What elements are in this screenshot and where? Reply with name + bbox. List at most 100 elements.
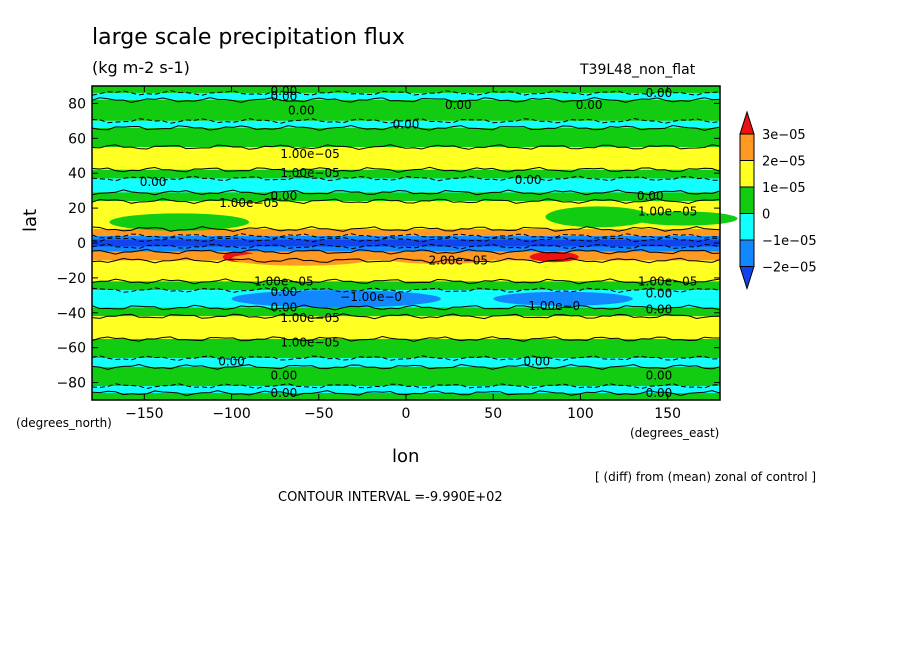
legend-swatch xyxy=(739,160,755,188)
legend-label: 3e−05 xyxy=(762,128,806,143)
contour-label: 0.00 xyxy=(271,189,298,203)
zonal-band xyxy=(92,307,720,317)
contour-label: 0.00 xyxy=(646,369,673,383)
x-axis-unit: (degrees_east) xyxy=(630,426,720,440)
contour-label: 0.00 xyxy=(271,285,298,299)
x-tick-label: 50 xyxy=(484,406,502,422)
contour-label: 0.00 xyxy=(646,302,673,316)
contour-labels: 0.000.000.00 0.00 0.000.000.001.00e−051.00… xyxy=(140,84,698,400)
contour-line xyxy=(91,124,721,131)
anomaly-patch xyxy=(109,213,249,231)
legend-swatch xyxy=(739,266,755,291)
contour-line xyxy=(91,166,721,173)
contour-line xyxy=(91,383,721,390)
y-tick-label: 0 xyxy=(77,236,86,252)
anomaly-patch xyxy=(231,290,441,308)
contour-label: 0.00 xyxy=(576,98,603,112)
y-tick-label: −40 xyxy=(56,306,86,322)
legend-swatch xyxy=(739,213,755,241)
y-tick-label: −20 xyxy=(56,271,86,287)
contour-line xyxy=(91,175,721,182)
zonal-band xyxy=(92,246,720,252)
legend-swatch xyxy=(739,133,755,161)
contour-label: 1.00e−05 xyxy=(280,311,339,325)
contour-label: 0.00 xyxy=(218,355,245,369)
contour-line xyxy=(91,335,721,342)
contour-line xyxy=(91,198,721,205)
contour-label: 0.00 xyxy=(646,86,673,100)
y-axis-unit: (degrees_north) xyxy=(16,416,112,430)
zonal-band xyxy=(92,169,720,179)
x-tick-label: −150 xyxy=(125,406,163,422)
zonal-band xyxy=(92,316,720,339)
zonal-band xyxy=(92,260,720,282)
anomaly-patch xyxy=(388,253,494,264)
contour-line xyxy=(91,243,721,250)
x-tick-label: 150 xyxy=(654,406,681,422)
zonal-band xyxy=(92,281,720,291)
contour-label: 1.00e−05 xyxy=(219,196,278,210)
anomaly-patch xyxy=(632,211,738,226)
contour-line xyxy=(91,248,721,255)
legend-swatch xyxy=(739,110,755,135)
contour-line xyxy=(91,278,721,285)
contour-label: 1.00e−05 xyxy=(638,205,697,219)
anomaly-patch xyxy=(545,206,651,228)
contour-label: 0.00 xyxy=(637,189,664,203)
y-tick-label: 60 xyxy=(68,131,86,147)
zonal-band xyxy=(92,386,720,394)
contour-line xyxy=(91,257,721,264)
legend-label: 0 xyxy=(762,208,770,223)
contour-line xyxy=(91,89,721,96)
contour-label: 0.00 xyxy=(515,173,542,187)
y-tick-label: 80 xyxy=(68,96,86,112)
contour-line xyxy=(91,287,721,294)
legend-label: 1e−05 xyxy=(762,181,806,196)
contour-label: 1.00e−05 xyxy=(280,335,339,349)
contour-label: 1.00e−05 xyxy=(280,166,339,180)
y-tick-label: −60 xyxy=(56,341,86,357)
contour-label: 1.00e−05 xyxy=(638,274,697,288)
contour-label: 0.00 xyxy=(393,117,420,131)
contour-label: 0.00 xyxy=(523,355,550,369)
x-tick-label: 100 xyxy=(567,406,594,422)
zonal-band xyxy=(92,147,720,170)
zonal-band xyxy=(92,366,720,387)
contour-label: 0.00 xyxy=(271,84,298,98)
contour-line xyxy=(91,189,721,196)
legend-label: 2e−05 xyxy=(762,155,806,170)
contour-label: 0.00 xyxy=(271,369,298,383)
anomaly-patch xyxy=(493,291,633,306)
chart-units: (kg m-2 s-1) xyxy=(92,58,190,77)
legend-label: −2e−05 xyxy=(762,261,817,276)
contour-label: 0.00 xyxy=(271,89,298,103)
contour-label: 0.00 xyxy=(445,98,472,112)
y-tick-label: 20 xyxy=(68,201,86,217)
x-tick-label: −50 xyxy=(304,406,334,422)
zonal-band xyxy=(92,127,720,148)
contour-label: 0.00 xyxy=(271,386,298,400)
contour-label: 2.00e−05 xyxy=(429,253,488,267)
zonal-band xyxy=(92,229,720,237)
zonal-band xyxy=(92,358,720,367)
x-axis-label: lon xyxy=(392,446,420,467)
contour-label: 1.00e−05 xyxy=(280,147,339,161)
contour-label: 0.00 xyxy=(271,301,298,315)
contour-label: 0.00 xyxy=(288,103,315,117)
plot-area xyxy=(92,86,738,400)
run-name: T39L48_non_flat xyxy=(580,62,696,78)
legend-label: −1e−05 xyxy=(762,234,817,249)
chart-title: large scale precipitation flux xyxy=(92,25,405,50)
zonal-band xyxy=(92,120,720,128)
zonal-band xyxy=(92,338,720,359)
contour-label: −1.00e−0 xyxy=(340,290,402,304)
contour-label: 1.00e−0 xyxy=(528,299,580,313)
contour-line xyxy=(91,355,721,362)
contour-label: 0.00 xyxy=(646,287,673,301)
contour-label: 0.00 xyxy=(140,175,167,189)
x-tick-label: −100 xyxy=(212,406,250,422)
contour-line xyxy=(91,313,721,320)
contour-line xyxy=(91,144,721,151)
color-legend: 3e−05 2e−05 1e−05 0 −1e−05 −2e−05 xyxy=(739,110,817,291)
y-tick-label: 40 xyxy=(68,166,86,182)
